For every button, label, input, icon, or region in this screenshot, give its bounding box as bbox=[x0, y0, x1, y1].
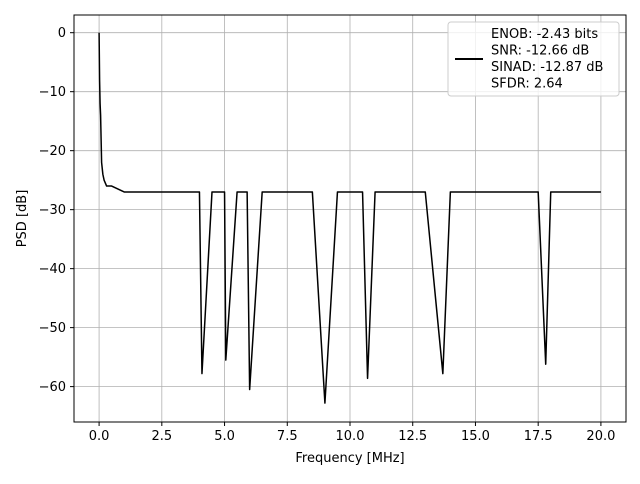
y-tick-label: −20 bbox=[39, 144, 66, 159]
y-tick-label: −50 bbox=[39, 321, 66, 336]
tick-layer: 0.0 2.5 5.0 7.5 10.0 12.5 15.0 17.5 20.0 0 −10 −20 −… bbox=[39, 26, 616, 444]
legend-sfdr-text: SFDR: 2.64 bbox=[491, 77, 563, 92]
y-tick-label: −30 bbox=[39, 203, 66, 218]
x-tick-label: 0.0 bbox=[89, 429, 110, 444]
y-tick-label: 0 bbox=[58, 26, 66, 41]
series-layer bbox=[98, 32, 601, 404]
x-tick-label: 15.0 bbox=[461, 429, 490, 444]
grid-layer bbox=[74, 15, 626, 422]
psd-series-line bbox=[98, 32, 601, 404]
x-tick-label: 17.5 bbox=[524, 429, 553, 444]
y-tick-label: −10 bbox=[39, 85, 66, 100]
y-axis-label: PSD [dB] bbox=[15, 190, 30, 248]
legend-sinad-text: SINAD: -12.87 dB bbox=[491, 60, 603, 75]
legend-box bbox=[447, 21, 620, 97]
x-tick-label: 7.5 bbox=[277, 429, 298, 444]
legend-enob-text: ENOB: -2.43 bits bbox=[491, 27, 598, 42]
y-tick-label: −40 bbox=[39, 262, 66, 277]
legend-snr-text: SNR: -12.66 dB bbox=[491, 44, 589, 59]
x-tick-label: 10.0 bbox=[336, 429, 365, 444]
x-axis-label: Frequency [MHz] bbox=[295, 451, 404, 466]
legend: ENOB: -2.43 bits SNR: -12.66 dB SINAD: -… bbox=[447, 21, 620, 97]
x-tick-label: 5.0 bbox=[214, 429, 235, 444]
y-tick-label: −60 bbox=[39, 380, 66, 395]
x-tick-label: 12.5 bbox=[398, 429, 427, 444]
x-tick-label: 2.5 bbox=[151, 429, 172, 444]
x-tick-label: 20.0 bbox=[586, 429, 615, 444]
